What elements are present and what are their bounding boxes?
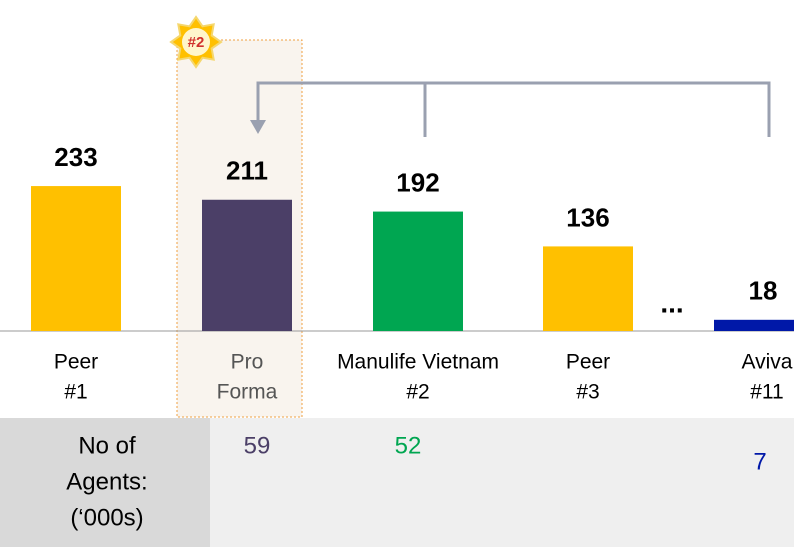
bar	[373, 211, 463, 331]
value-label: 211	[226, 156, 268, 186]
category-label: Aviva	[742, 351, 793, 374]
bar	[543, 246, 633, 331]
bracket-arrow	[250, 120, 266, 134]
category-label: #2	[406, 381, 429, 404]
badge: #2	[169, 15, 223, 69]
agents-value: 59	[244, 432, 271, 459]
agents-value: 52	[395, 432, 422, 459]
category-label: Manulife Vietnam	[337, 351, 499, 374]
bar	[31, 186, 121, 331]
badge-center	[182, 28, 210, 56]
category-label: Forma	[217, 381, 278, 404]
value-label: 136	[566, 202, 609, 232]
agents-label: No of	[78, 432, 136, 459]
category-label: Peer	[54, 351, 98, 374]
value-label: 18	[749, 276, 778, 306]
value-label: 192	[396, 167, 439, 197]
category-label: #1	[64, 381, 87, 404]
badge-text: #2	[188, 34, 205, 51]
category-label: #3	[576, 381, 599, 404]
bar	[714, 319, 794, 331]
value-label: 233	[54, 142, 97, 172]
agents-label: (‘000s)	[70, 504, 143, 531]
agents-label-box	[0, 418, 210, 547]
category-label: Pro	[231, 351, 264, 374]
category-label: Peer	[566, 351, 610, 374]
bracket	[256, 81, 771, 137]
category-label: #11	[750, 381, 783, 404]
agents-label: Agents:	[66, 468, 147, 495]
ellipsis: ...	[660, 287, 683, 318]
bar	[202, 199, 292, 331]
agents-value: 7	[753, 448, 766, 475]
